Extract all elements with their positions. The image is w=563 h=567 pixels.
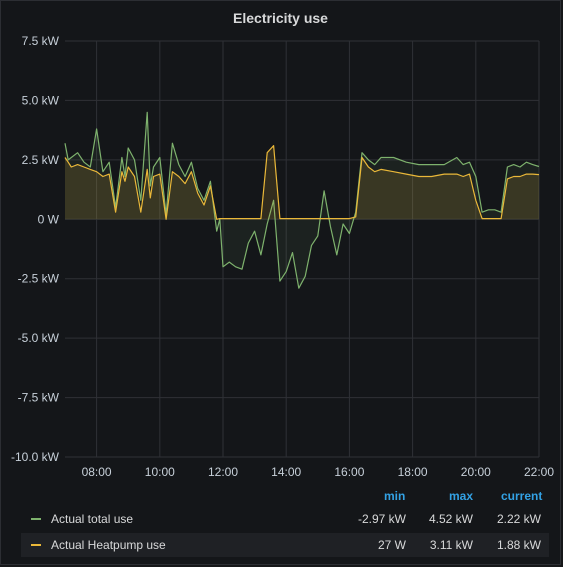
- legend-row-total[interactable]: Actual total use -2.97 kW 4.52 kW 2.22 k…: [21, 507, 549, 531]
- legend-row-heatpump[interactable]: Actual Heatpump use 27 W 3.11 kW 1.88 kW: [21, 533, 549, 557]
- x-tick-label: 10:00: [145, 465, 175, 479]
- line-chart: 7.5 kW 5.0 kW 2.5 kW 0 W -2.5 kW -5.0 kW -7.5 …: [11, 34, 554, 479]
- legend-swatch: [31, 518, 41, 520]
- series-line-heatpump: [64, 145, 540, 220]
- series-area-total: [65, 112, 539, 289]
- legend-min-value: -2.97 kW: [357, 512, 406, 526]
- series-line-total: [64, 111, 540, 289]
- legend-header-current[interactable]: current: [501, 489, 543, 503]
- x-tick-label: 20:00: [461, 465, 491, 479]
- legend-max-value: 4.52 kW: [428, 512, 473, 526]
- y-tick-label: 0 W: [38, 212, 60, 226]
- panel-title: Electricity use: [233, 10, 328, 26]
- legend-series-name: Actual Heatpump use: [51, 538, 166, 552]
- legend-current-value: 2.22 kW: [496, 512, 541, 526]
- x-tick-label: 12:00: [208, 465, 238, 479]
- legend-min-value: 27 W: [377, 538, 406, 552]
- legend-series-name: Actual total use: [51, 512, 134, 526]
- y-tick-label: 5.0 kW: [22, 93, 60, 107]
- x-tick-label: 08:00: [82, 465, 112, 479]
- legend-header-min[interactable]: min: [384, 489, 406, 503]
- x-tick-label: 16:00: [334, 465, 364, 479]
- y-tick-label: 2.5 kW: [22, 153, 60, 167]
- legend-swatch: [31, 544, 41, 546]
- y-tick-label: -7.5 kW: [18, 391, 60, 405]
- x-tick-label: 22:00: [524, 465, 554, 479]
- x-tick-label: 18:00: [398, 465, 428, 479]
- legend-max-value: 3.11 kW: [429, 538, 473, 552]
- series-area-heatpump: [65, 145, 539, 220]
- legend-header-max[interactable]: max: [449, 489, 474, 503]
- legend-current-value: 1.88 kW: [496, 538, 541, 552]
- x-tick-label: 14:00: [271, 465, 301, 479]
- y-tick-label: -10.0 kW: [11, 450, 60, 464]
- y-tick-label: -5.0 kW: [18, 331, 60, 345]
- y-tick-label: 7.5 kW: [22, 34, 60, 48]
- y-tick-label: -2.5 kW: [18, 272, 60, 286]
